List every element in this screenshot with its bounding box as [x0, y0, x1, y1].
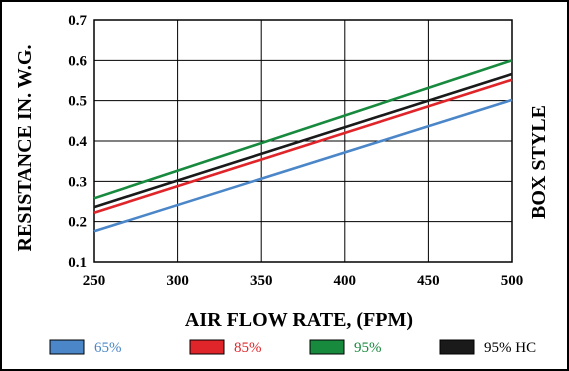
x-tick-label: 500: [501, 273, 524, 289]
x-tick-label: 300: [166, 273, 189, 289]
series-line-3: [93, 59, 513, 200]
x-axis-label: AIR FLOW RATE, (FPM): [185, 309, 413, 331]
y-tick-label: 0.4: [68, 134, 87, 150]
x-tick-labels: 250 300 350 400 450 500: [83, 273, 524, 289]
legend-swatch-2: [189, 339, 225, 355]
legend-swatch-3: [309, 339, 345, 355]
y-tick-label: 0.5: [68, 94, 87, 110]
x-tick-label: 450: [417, 273, 440, 289]
y-tick-label: 0.7: [68, 13, 87, 29]
legend-label-4: 95% HC: [484, 340, 536, 356]
series-line-4: [93, 72, 513, 209]
plot-border: [93, 19, 513, 263]
legend-swatch-4: [439, 339, 475, 355]
y-axis-label: RESISTANCE IN. W.G.: [14, 45, 36, 252]
y-tick-label: 0.2: [68, 215, 87, 231]
series-line-1: [93, 98, 513, 233]
series-lines: [93, 59, 513, 233]
y-tick-label: 0.1: [68, 255, 87, 271]
x-tick-label: 350: [250, 273, 273, 289]
legend-label-2: 85%: [234, 340, 262, 356]
y-tick-label: 0.3: [68, 174, 87, 190]
series-line-2: [93, 78, 513, 215]
y-tick-labels: 0.1 0.2 0.3 0.4 0.5 0.6 0.7: [68, 13, 87, 271]
legend-label-3: 95%: [354, 340, 382, 356]
legend-label-1: 65%: [94, 340, 122, 356]
legend: 65% 85% 95% 95% HC: [49, 339, 536, 356]
x-tick-label: 250: [83, 273, 106, 289]
right-axis-label: BOX STYLE: [528, 105, 550, 219]
legend-swatch-1: [49, 339, 85, 355]
x-tick-label: 400: [334, 273, 357, 289]
y-tick-label: 0.6: [68, 53, 87, 69]
